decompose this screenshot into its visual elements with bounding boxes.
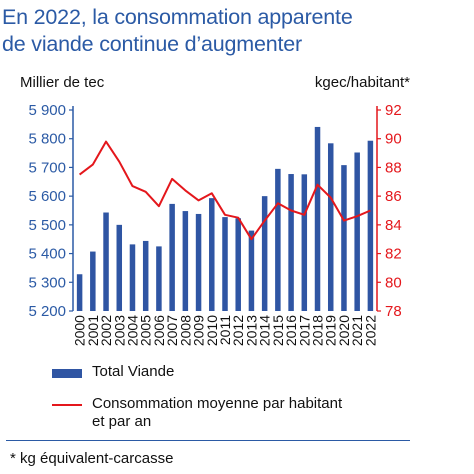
bar-2010	[209, 198, 215, 311]
right-axis-tick-label: 86	[385, 188, 402, 205]
x-tick-label-2020: 2020	[336, 315, 352, 346]
x-tick-label-2000: 2000	[72, 315, 88, 346]
legend-label-line-1: Consommation moyenne par habitant	[92, 395, 343, 412]
chart-title-line-1: En 2022, la consommation apparente	[2, 5, 353, 29]
legend-swatch-bar	[52, 369, 82, 378]
x-tick-label-2022: 2022	[362, 315, 378, 346]
bar-2003	[116, 224, 123, 311]
left-axis-tick-label: 5 800	[28, 131, 66, 148]
x-tick-label-2013: 2013	[243, 315, 259, 346]
x-tick-label-2012: 2012	[230, 315, 246, 346]
x-tick-label-2018: 2018	[310, 315, 326, 346]
bar-2009	[195, 213, 202, 311]
footnote: * kg équivalent-carcasse	[10, 450, 174, 467]
legend-label-bar: Total Viande	[92, 363, 175, 380]
x-tick-label-2014: 2014	[257, 315, 273, 346]
bar-2007	[169, 203, 175, 311]
right-axis-tick-label: 90	[385, 131, 402, 148]
x-tick-label-2006: 2006	[151, 315, 167, 346]
left-axis-tick-label: 5 200	[28, 303, 66, 320]
left-axis-unit: Millier de tec	[20, 74, 105, 91]
x-tick-label-2008: 2008	[177, 315, 193, 346]
bar-2015	[275, 168, 281, 311]
x-tick-label-2010: 2010	[204, 315, 220, 346]
bar-2008	[182, 211, 189, 311]
x-tick-label-2015: 2015	[270, 315, 286, 346]
x-tick-label-2002: 2002	[98, 315, 114, 346]
bar-2011	[222, 217, 228, 311]
footnote-divider	[6, 440, 410, 441]
left-axis-tick-label: 5 400	[28, 246, 66, 263]
bar-2014	[261, 196, 268, 311]
left-axis-tick-label: 5 600	[28, 188, 66, 205]
bar-2017	[301, 174, 308, 311]
left-axis-tick-label: 5 900	[28, 102, 66, 119]
chart-title: En 2022, la consommation apparente de vi…	[2, 4, 472, 58]
bar-2002	[103, 212, 109, 311]
left-axis-tick-label: 5 700	[28, 159, 66, 176]
bar-2000	[76, 274, 83, 311]
bar-2012	[235, 218, 241, 311]
x-tick-label-2005: 2005	[138, 315, 154, 346]
bar-2004	[129, 244, 136, 311]
bar-2005	[142, 240, 149, 311]
bar-2013	[248, 230, 255, 311]
bar-2006	[156, 246, 162, 311]
x-tick-label-2011: 2011	[217, 315, 233, 345]
chart-title-line-2: de viande continue d’augmenter	[2, 32, 302, 56]
legend-swatch-line	[52, 404, 82, 406]
x-tick-label-2007: 2007	[164, 315, 180, 346]
right-axis-tick-label: 88	[385, 159, 402, 176]
right-axis-tick-label: 92	[385, 102, 402, 119]
x-tick-label-2017: 2017	[296, 315, 312, 346]
x-tick-label-2009: 2009	[191, 315, 207, 346]
bar-2019	[327, 143, 334, 311]
x-tick-label-2004: 2004	[124, 315, 140, 346]
bar-2018	[314, 126, 321, 311]
bar-2021	[354, 152, 360, 311]
x-tick-label-2003: 2003	[111, 315, 127, 346]
left-axis-tick-label: 5 500	[28, 217, 66, 234]
bar-2001	[90, 251, 96, 311]
bar-2020	[341, 165, 347, 311]
x-tick-label-2016: 2016	[283, 315, 299, 346]
legend-label-line-2: et par an	[92, 413, 152, 430]
left-axis-tick-label: 5 300	[28, 274, 66, 291]
bar-2022	[367, 140, 374, 311]
right-axis-tick-label: 80	[385, 274, 402, 291]
x-tick-label-2021: 2021	[349, 315, 365, 346]
x-tick-label-2001: 2001	[85, 315, 101, 346]
bar-2016	[288, 174, 294, 311]
right-axis-tick-label: 84	[385, 217, 402, 234]
right-axis-tick-label: 82	[385, 246, 402, 263]
right-axis-unit: kgec/habitant*	[314, 74, 410, 91]
x-tick-label-2019: 2019	[323, 315, 339, 346]
right-axis-tick-label: 78	[385, 303, 402, 320]
